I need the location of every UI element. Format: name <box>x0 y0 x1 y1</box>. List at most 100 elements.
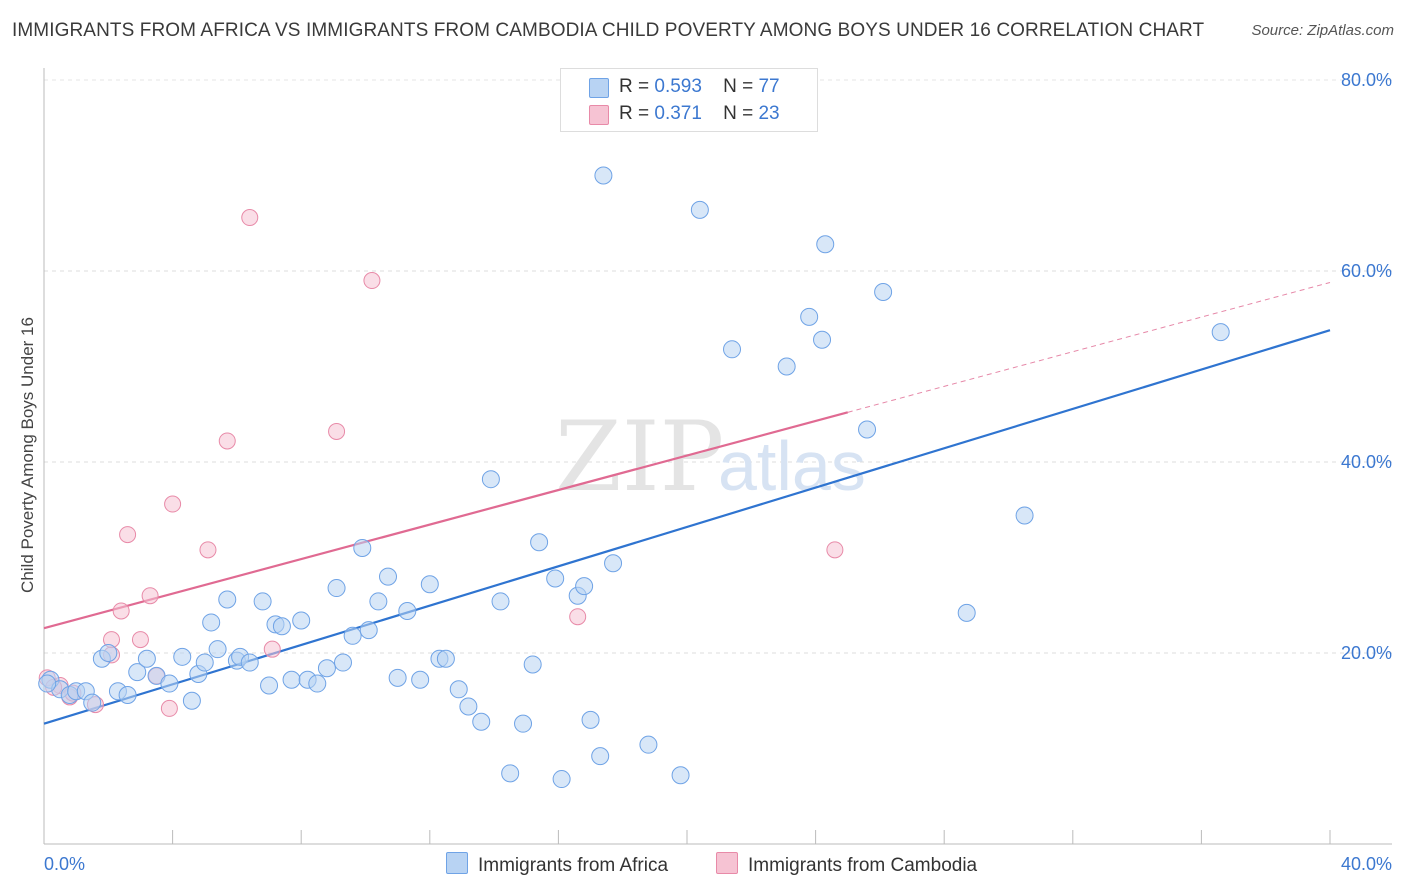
axes <box>43 68 1392 845</box>
point-africa <box>594 166 613 185</box>
point-cambodia <box>241 209 259 227</box>
tick-labels: 20.0% 40.0% 60.0% 80.0% 0.0% 40.0% <box>44 70 1392 874</box>
legend-africa-n-label: N = <box>723 76 754 97</box>
legend-africa-r-label: R = <box>619 76 650 97</box>
point-cambodia <box>569 608 587 626</box>
legend-cambodia-n-label: N = <box>723 103 754 124</box>
point-cambodia <box>160 699 178 717</box>
legend-swatch-cambodia <box>589 105 609 125</box>
point-africa <box>591 747 610 766</box>
series-legend-africa: Immigrants from Africa <box>446 852 668 877</box>
point-africa <box>379 567 398 586</box>
point-africa <box>604 554 623 573</box>
series-swatch-africa <box>446 852 468 874</box>
point-africa <box>253 592 272 611</box>
point-africa <box>874 283 893 302</box>
point-africa <box>128 663 147 682</box>
point-cambodia <box>119 526 137 544</box>
legend-swatch-africa <box>589 78 609 98</box>
legend-africa-n-value: 77 <box>758 76 780 97</box>
point-africa <box>459 697 478 716</box>
point-africa <box>639 735 658 754</box>
point-africa <box>272 617 291 636</box>
point-cambodia <box>131 631 149 649</box>
point-cambodia <box>164 495 182 513</box>
point-africa <box>523 655 542 674</box>
series-swatch-cambodia <box>716 852 738 874</box>
point-africa <box>38 674 57 693</box>
point-africa <box>118 686 137 705</box>
point-africa <box>481 470 500 489</box>
point-africa <box>671 766 690 785</box>
point-africa <box>813 330 832 349</box>
y-tick-label: 60.0% <box>1341 261 1392 281</box>
point-africa <box>472 712 491 731</box>
point-africa <box>1211 323 1230 342</box>
point-africa <box>308 674 327 693</box>
point-africa <box>800 307 819 326</box>
point-africa <box>546 569 565 588</box>
point-africa <box>208 640 227 659</box>
point-africa <box>1015 506 1034 525</box>
point-africa <box>552 770 571 789</box>
point-africa <box>292 611 311 630</box>
watermark-zip: ZIP <box>555 401 724 513</box>
point-africa <box>160 674 179 693</box>
point-africa <box>690 200 709 219</box>
point-africa <box>388 668 407 687</box>
point-africa <box>449 680 468 699</box>
source-credit: Source: ZipAtlas.com <box>1251 22 1394 39</box>
point-africa <box>816 235 835 254</box>
point-africa <box>436 649 455 668</box>
legend-africa-r-value: 0.593 <box>654 76 702 97</box>
legend-cambodia-r-label: R = <box>619 103 650 124</box>
point-cambodia <box>199 541 217 559</box>
point-cambodia <box>826 541 844 559</box>
point-africa <box>260 676 279 695</box>
trend-line-africa <box>43 329 1331 725</box>
trend-line-cambodia <box>43 411 849 630</box>
point-cambodia <box>141 587 159 605</box>
gridlines <box>44 79 1392 654</box>
point-africa <box>723 340 742 359</box>
y-tick-label: 80.0% <box>1341 70 1392 90</box>
point-africa <box>858 420 877 439</box>
point-africa <box>491 592 510 611</box>
point-africa <box>420 575 439 594</box>
y-axis-label: Child Poverty Among Boys Under 16 <box>18 317 37 593</box>
watermark: ZIP atlas <box>555 401 866 513</box>
points-africa <box>38 166 1230 789</box>
point-africa <box>202 613 221 632</box>
point-africa <box>957 603 976 622</box>
point-africa <box>353 538 372 557</box>
x-tick-label: 0.0% <box>44 854 85 874</box>
point-africa <box>333 653 352 672</box>
point-cambodia <box>218 432 236 450</box>
point-africa <box>327 579 346 598</box>
watermark-atlas: atlas <box>718 427 866 505</box>
point-cambodia <box>363 272 381 290</box>
point-africa <box>137 649 156 668</box>
trend-line-cambodia-extension <box>847 281 1331 413</box>
correlation-legend: R = 0.593 N = 77 R = 0.371 N = 23 <box>560 68 818 132</box>
point-africa <box>83 693 102 712</box>
y-tick-label: 20.0% <box>1341 643 1392 663</box>
point-africa <box>369 592 388 611</box>
series-label-cambodia: Immigrants from Cambodia <box>748 855 978 876</box>
point-africa <box>218 590 237 609</box>
point-cambodia <box>263 640 281 658</box>
point-africa <box>195 653 214 672</box>
point-africa <box>240 653 259 672</box>
point-africa <box>359 621 378 640</box>
point-africa <box>514 714 533 733</box>
legend-cambodia-n-value: 23 <box>758 103 780 124</box>
point-cambodia <box>328 422 346 440</box>
point-africa <box>99 644 118 662</box>
x-tick-label: 40.0% <box>1341 854 1392 874</box>
point-cambodia <box>112 602 130 620</box>
y-tick-label: 40.0% <box>1341 452 1392 472</box>
trend-lines <box>43 281 1331 725</box>
point-africa <box>173 647 192 666</box>
point-africa <box>398 601 417 620</box>
